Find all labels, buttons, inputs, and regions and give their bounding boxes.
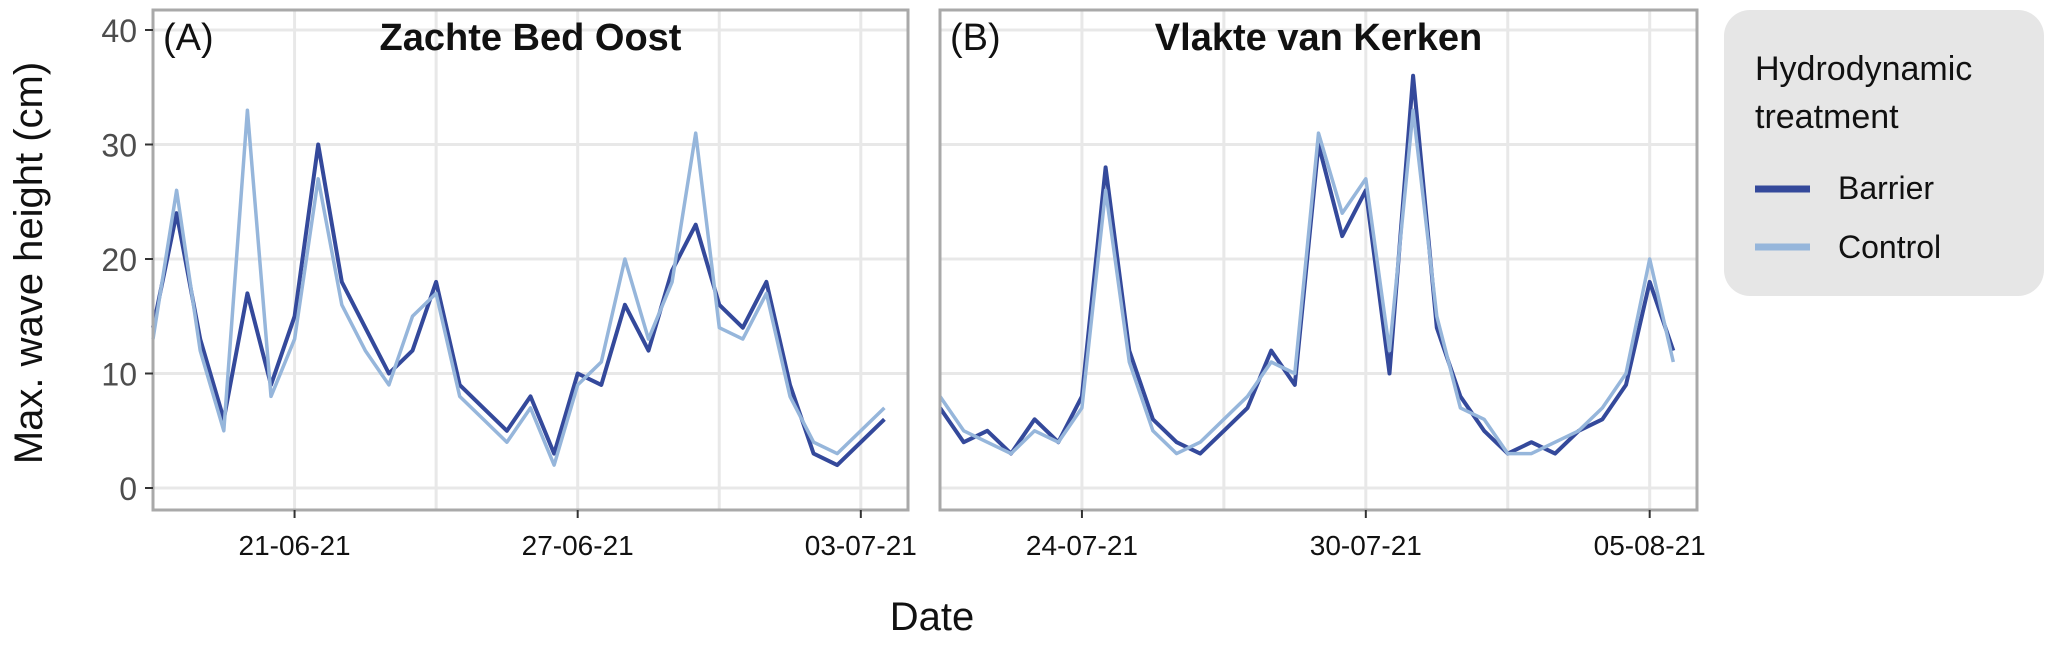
y-tick-label: 10 <box>101 357 137 393</box>
x-tick-label: 21-06-21 <box>239 530 351 561</box>
legend: Hydrodynamic treatment Barrier Control <box>1724 10 2044 296</box>
y-tick-label: 40 <box>101 13 137 49</box>
legend-box <box>1724 10 2044 296</box>
panel-title: Zachte Bed Oost <box>380 17 682 59</box>
panel-label: (B) <box>950 17 1001 59</box>
panel-1: 0 10 20 30 40 21-06-21 27-06-21 03-07-21 (A) Zach… <box>101 8 917 561</box>
series-line-control <box>938 108 1676 456</box>
panel-label: (A) <box>163 17 214 59</box>
legend-label-control: Control <box>1838 229 1941 265</box>
y-axis-title: Max. wave height (cm) <box>7 62 51 464</box>
legend-title-line1: Hydrodynamic <box>1755 50 1972 88</box>
panel-title: Vlakte van Kerken <box>1155 17 1482 59</box>
series-line-control <box>151 108 886 467</box>
x-axis-title: Date <box>890 595 975 639</box>
legend-title-line2: treatment <box>1755 98 1899 136</box>
x-tick-label: 24-07-21 <box>1026 530 1138 561</box>
x-tick-label: 03-07-21 <box>805 530 917 561</box>
y-tick-label: 0 <box>119 471 137 507</box>
panel-border <box>938 8 1699 512</box>
y-tick-label: 20 <box>101 242 137 278</box>
x-tick-label: 27-06-21 <box>522 530 634 561</box>
series-line-barrier <box>151 142 886 468</box>
panel-2: 24-07-21 30-07-21 05-08-21 (B) Vlakte van Ke… <box>938 8 1706 561</box>
x-tick-label: 05-08-21 <box>1594 530 1706 561</box>
y-tick-label: 30 <box>101 128 137 164</box>
x-tick-label: 30-07-21 <box>1310 530 1422 561</box>
legend-label-barrier: Barrier <box>1838 170 1934 206</box>
